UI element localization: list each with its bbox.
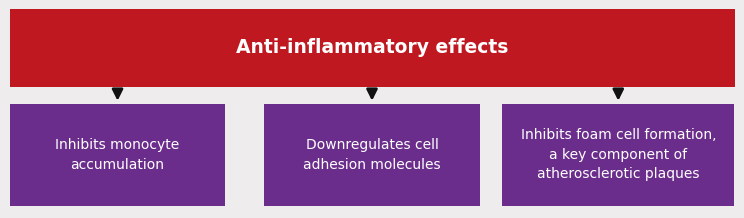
Text: Anti-inflammatory effects: Anti-inflammatory effects: [236, 38, 509, 58]
Text: Inhibits foam cell formation,
a key component of
atherosclerotic plaques: Inhibits foam cell formation, a key comp…: [521, 128, 716, 181]
Bar: [502, 104, 734, 206]
Text: Inhibits monocyte
accumulation: Inhibits monocyte accumulation: [55, 138, 180, 172]
Bar: [264, 104, 480, 206]
Bar: [10, 9, 735, 87]
Bar: [10, 104, 225, 206]
Text: Downregulates cell
adhesion molecules: Downregulates cell adhesion molecules: [304, 138, 440, 172]
